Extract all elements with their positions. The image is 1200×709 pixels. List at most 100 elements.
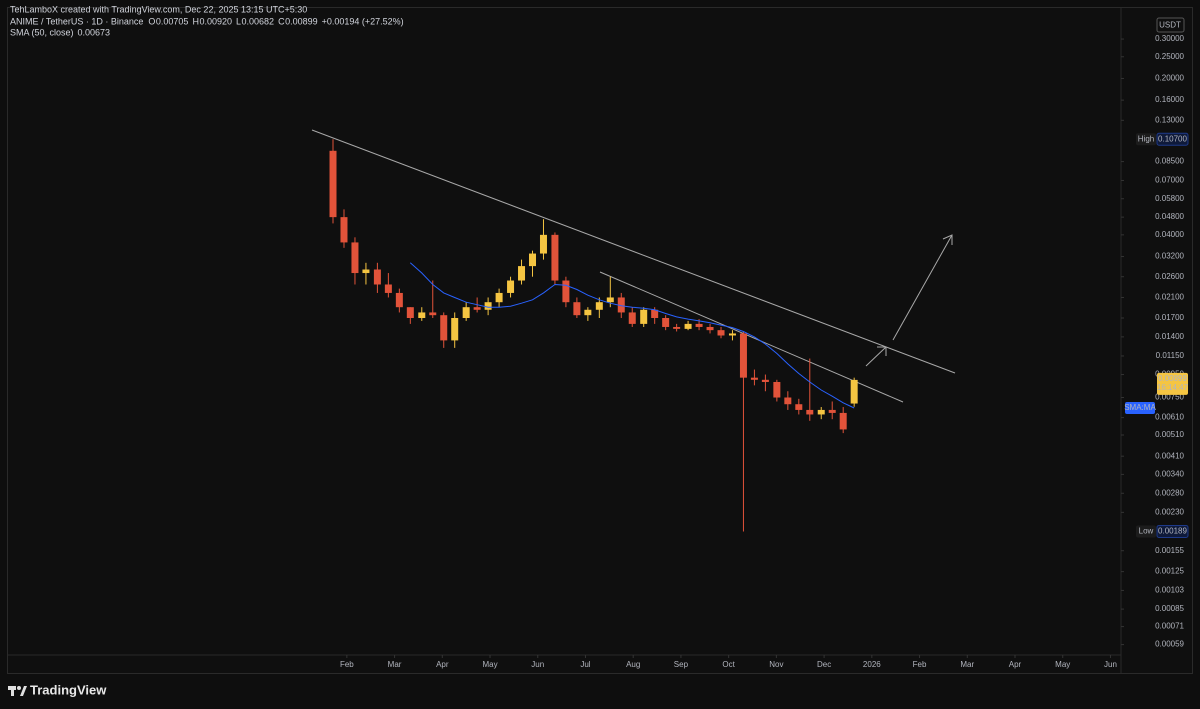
candle-body xyxy=(473,307,481,310)
ohlc-value: 0.00682 xyxy=(242,16,275,26)
y-tick-label: 0.00610 xyxy=(1155,413,1184,422)
x-tick-label: Oct xyxy=(722,660,735,669)
candle-body xyxy=(429,312,437,316)
y-tick-label: 0.00510 xyxy=(1155,430,1184,439)
x-tick-label: May xyxy=(482,660,497,669)
sma-tag-box xyxy=(1125,402,1155,415)
candle-body xyxy=(761,379,769,382)
x-tick-label: Mar xyxy=(960,660,974,669)
y-tick-label: 0.00280 xyxy=(1155,488,1184,497)
candle-body xyxy=(340,217,348,243)
candle-body xyxy=(518,266,526,281)
candle-body xyxy=(440,315,448,341)
y-tick-label: 0.00410 xyxy=(1155,451,1184,460)
candle-body xyxy=(406,307,414,318)
y-tick-label: 0.00085 xyxy=(1155,604,1184,613)
candle-body xyxy=(806,409,814,415)
logo-shape xyxy=(8,686,16,690)
x-tick-label: Jul xyxy=(580,660,590,669)
logo-shape xyxy=(17,686,21,690)
x-tick-label: Jun xyxy=(1104,660,1117,669)
x-tick-label: Sep xyxy=(674,660,689,669)
x-tick-label: Dec xyxy=(817,660,831,669)
logo-shape xyxy=(20,686,27,696)
y-tick-label: 0.00340 xyxy=(1155,469,1184,478)
candle-body xyxy=(595,302,603,310)
ohlc-value: 0.00899 xyxy=(285,16,318,26)
last-price: 0.00899 xyxy=(1158,374,1187,383)
candle-body xyxy=(351,242,359,274)
candle-body xyxy=(529,253,537,267)
watermark: TradingView xyxy=(30,682,107,697)
y-tick-label: 0.00230 xyxy=(1155,507,1184,516)
x-tick-label: Feb xyxy=(913,660,927,669)
logo xyxy=(8,686,27,696)
x-tick-label: Apr xyxy=(436,660,449,669)
ohlc-key: C xyxy=(278,16,285,26)
change: +0.00194 (+27.52%) xyxy=(322,16,404,26)
candle-body xyxy=(706,326,714,331)
ohlc-value: 0.00920 xyxy=(199,16,232,26)
y-tick-label: 0.30000 xyxy=(1155,34,1184,43)
candle-body xyxy=(728,333,736,336)
candle-body xyxy=(739,333,747,378)
candle-body xyxy=(329,150,337,218)
marker-value: 0.00189 xyxy=(1158,527,1187,536)
y-tick-label: 0.05800 xyxy=(1155,194,1184,203)
y-tick-label: 0.00071 xyxy=(1155,622,1184,631)
y-tick-label: 0.00125 xyxy=(1155,567,1184,576)
marker-value-box xyxy=(1156,132,1189,146)
candle-body xyxy=(451,317,459,341)
sma-tag: SMA:MA xyxy=(1124,403,1156,412)
ohlc-value: 0.00705 xyxy=(156,16,189,26)
y-tick-label: 0.25000 xyxy=(1155,52,1184,61)
y-tick-label: 0.01700 xyxy=(1155,313,1184,322)
countdown: 16:14:47 xyxy=(1157,383,1189,392)
x-tick-label: Aug xyxy=(626,660,640,669)
indicator-name: SMA (50, close) xyxy=(10,27,74,37)
logo-shape xyxy=(11,690,14,696)
caption: TehLamboX created with TradingView.com, … xyxy=(10,4,307,14)
trendline xyxy=(311,129,956,374)
y-tick-label: 0.01400 xyxy=(1155,332,1184,341)
candle-body xyxy=(617,297,625,313)
symbol-title: ANIME / TetherUS · 1D · Binance xyxy=(10,16,143,26)
y-tick-label: 0.02100 xyxy=(1155,293,1184,302)
currency-box[interactable] xyxy=(1156,17,1185,33)
candle-body xyxy=(628,312,636,324)
marker-value-box xyxy=(1156,524,1189,538)
marker-key-box xyxy=(1136,133,1156,146)
marker-key: Low xyxy=(1139,527,1154,536)
chart-frame xyxy=(7,7,1193,674)
x-tick-label: Apr xyxy=(1009,660,1022,669)
candle-body xyxy=(539,234,547,254)
sma-line xyxy=(409,262,855,409)
indicator-value: 0.00673 xyxy=(78,27,111,37)
candle-body xyxy=(362,269,370,274)
ohlc-key: L xyxy=(236,16,241,26)
y-tick-label: 0.20000 xyxy=(1155,74,1184,83)
candle-body xyxy=(495,292,503,303)
candle-body xyxy=(673,326,681,329)
y-tick-label: 0.13000 xyxy=(1155,115,1184,124)
last-price-box xyxy=(1157,372,1188,395)
ohlc-key: O xyxy=(148,16,155,26)
y-tick-label: 0.07000 xyxy=(1155,176,1184,185)
candle-body xyxy=(384,284,392,293)
x-tick-label: 2026 xyxy=(863,660,881,669)
candle-body xyxy=(717,330,725,336)
y-tick-label: 0.08500 xyxy=(1155,157,1184,166)
candle-body xyxy=(839,412,847,430)
marker-key-box xyxy=(1136,525,1156,538)
candle-body xyxy=(640,309,648,324)
currency: USDT xyxy=(1159,21,1181,30)
candle-body xyxy=(395,292,403,308)
candle-body xyxy=(795,404,803,410)
candle-body xyxy=(418,312,426,318)
ohlc-key: H xyxy=(192,16,199,26)
x-tick-label: Jun xyxy=(531,660,544,669)
candle-body xyxy=(828,409,836,413)
y-tick-label: 0.00155 xyxy=(1155,546,1184,555)
